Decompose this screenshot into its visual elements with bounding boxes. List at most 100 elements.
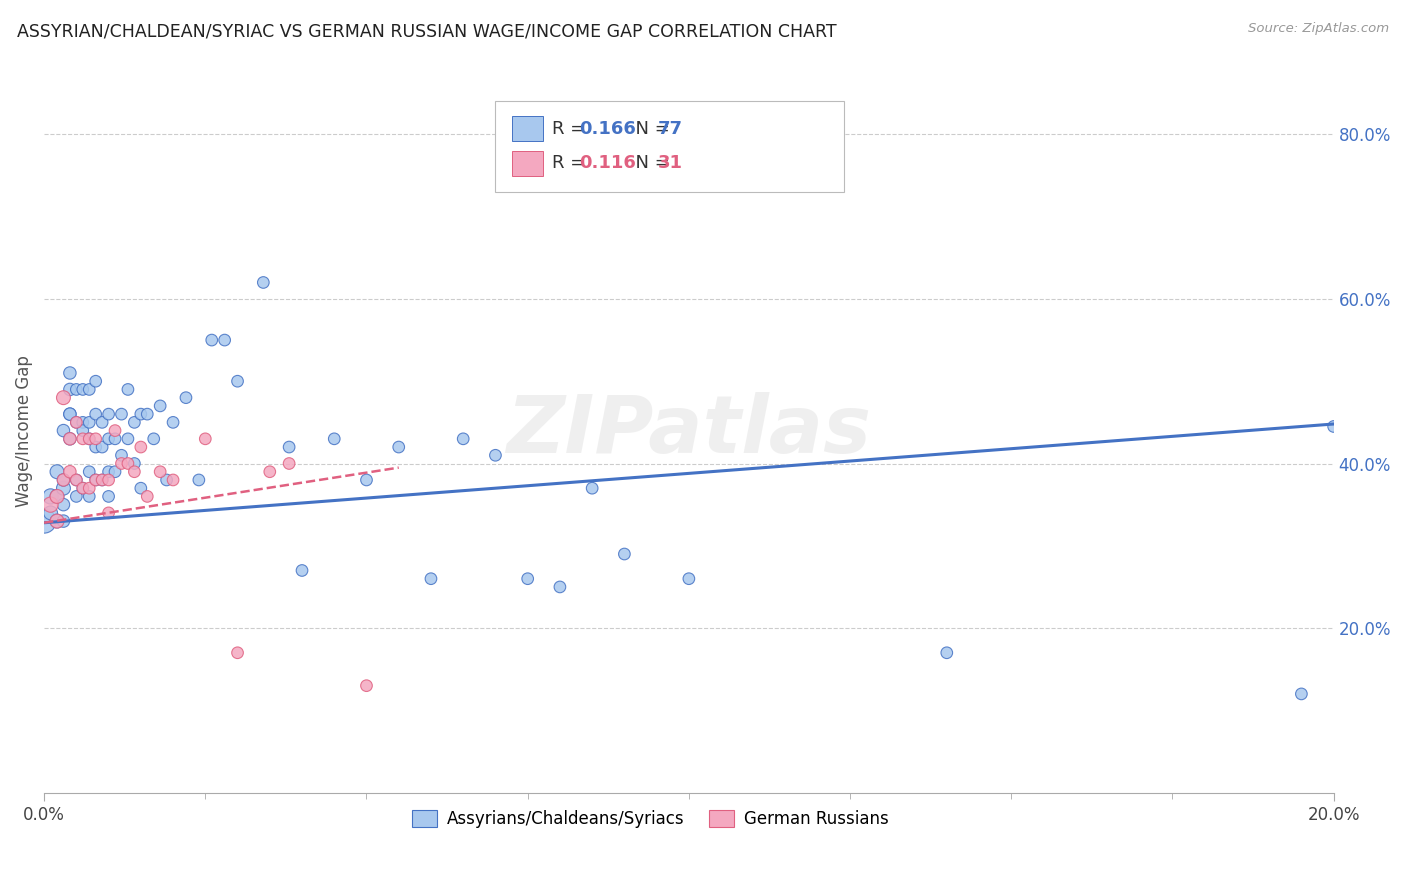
- Point: [104, 424, 127, 438]
- Point: [259, 465, 281, 479]
- Point: [420, 572, 443, 586]
- Point: [104, 432, 127, 446]
- Point: [91, 415, 114, 429]
- Point: [52, 481, 75, 495]
- Point: [77, 432, 100, 446]
- Point: [59, 407, 82, 421]
- Point: [97, 432, 120, 446]
- Point: [59, 432, 82, 446]
- Text: 31: 31: [658, 154, 683, 172]
- Point: [52, 424, 75, 438]
- Point: [91, 440, 114, 454]
- Point: [124, 465, 146, 479]
- Point: [65, 490, 87, 504]
- Point: [77, 490, 100, 504]
- Point: [356, 473, 378, 487]
- Point: [84, 407, 107, 421]
- Point: [110, 448, 132, 462]
- Point: [356, 679, 378, 693]
- Point: [46, 514, 69, 528]
- Point: [84, 440, 107, 454]
- Point: [124, 415, 146, 429]
- Point: [1291, 687, 1313, 701]
- Point: [110, 457, 132, 471]
- Point: [72, 383, 94, 397]
- Point: [129, 440, 152, 454]
- Point: [65, 473, 87, 487]
- Text: 0.116: 0.116: [579, 154, 636, 172]
- Point: [129, 481, 152, 495]
- Point: [46, 490, 69, 504]
- Point: [129, 407, 152, 421]
- Point: [59, 383, 82, 397]
- Point: [187, 473, 209, 487]
- Text: 77: 77: [658, 120, 683, 137]
- Point: [72, 415, 94, 429]
- Point: [59, 407, 82, 421]
- Point: [52, 473, 75, 487]
- Point: [77, 432, 100, 446]
- Point: [72, 481, 94, 495]
- Point: [77, 465, 100, 479]
- Point: [46, 465, 69, 479]
- Point: [46, 514, 69, 528]
- Point: [117, 383, 139, 397]
- Point: [91, 473, 114, 487]
- Point: [97, 465, 120, 479]
- Point: [65, 415, 87, 429]
- Point: [1323, 419, 1346, 434]
- Point: [84, 374, 107, 388]
- Point: [214, 333, 236, 347]
- Point: [32, 514, 55, 528]
- Point: [91, 473, 114, 487]
- FancyBboxPatch shape: [512, 151, 543, 176]
- Point: [84, 432, 107, 446]
- Point: [581, 481, 603, 495]
- Point: [59, 465, 82, 479]
- Point: [226, 374, 249, 388]
- Point: [142, 432, 165, 446]
- Point: [388, 440, 411, 454]
- Point: [72, 481, 94, 495]
- Text: Source: ZipAtlas.com: Source: ZipAtlas.com: [1249, 22, 1389, 36]
- Point: [323, 432, 346, 446]
- Point: [39, 498, 62, 512]
- Text: N =: N =: [624, 120, 676, 137]
- Point: [194, 432, 217, 446]
- Text: R =: R =: [553, 154, 591, 172]
- Point: [136, 490, 159, 504]
- Point: [162, 415, 184, 429]
- Point: [65, 383, 87, 397]
- Point: [149, 399, 172, 413]
- Point: [97, 490, 120, 504]
- Legend: Assyrians/Chaldeans/Syriacs, German Russians: Assyrians/Chaldeans/Syriacs, German Russ…: [405, 804, 896, 835]
- Text: N =: N =: [624, 154, 676, 172]
- Point: [149, 465, 172, 479]
- Point: [117, 457, 139, 471]
- Point: [548, 580, 571, 594]
- Point: [104, 465, 127, 479]
- Point: [156, 473, 179, 487]
- Point: [613, 547, 636, 561]
- Point: [97, 506, 120, 520]
- Point: [52, 473, 75, 487]
- Point: [678, 572, 700, 586]
- Point: [84, 473, 107, 487]
- FancyBboxPatch shape: [512, 116, 543, 141]
- Point: [484, 448, 506, 462]
- Point: [451, 432, 474, 446]
- Text: R =: R =: [553, 120, 591, 137]
- Point: [97, 407, 120, 421]
- Point: [59, 366, 82, 380]
- Point: [516, 572, 538, 586]
- Point: [252, 276, 274, 290]
- Point: [291, 564, 314, 578]
- Point: [72, 432, 94, 446]
- Text: 0.166: 0.166: [579, 120, 636, 137]
- Point: [117, 432, 139, 446]
- Point: [52, 498, 75, 512]
- Point: [124, 457, 146, 471]
- Point: [97, 473, 120, 487]
- Point: [110, 407, 132, 421]
- Point: [46, 490, 69, 504]
